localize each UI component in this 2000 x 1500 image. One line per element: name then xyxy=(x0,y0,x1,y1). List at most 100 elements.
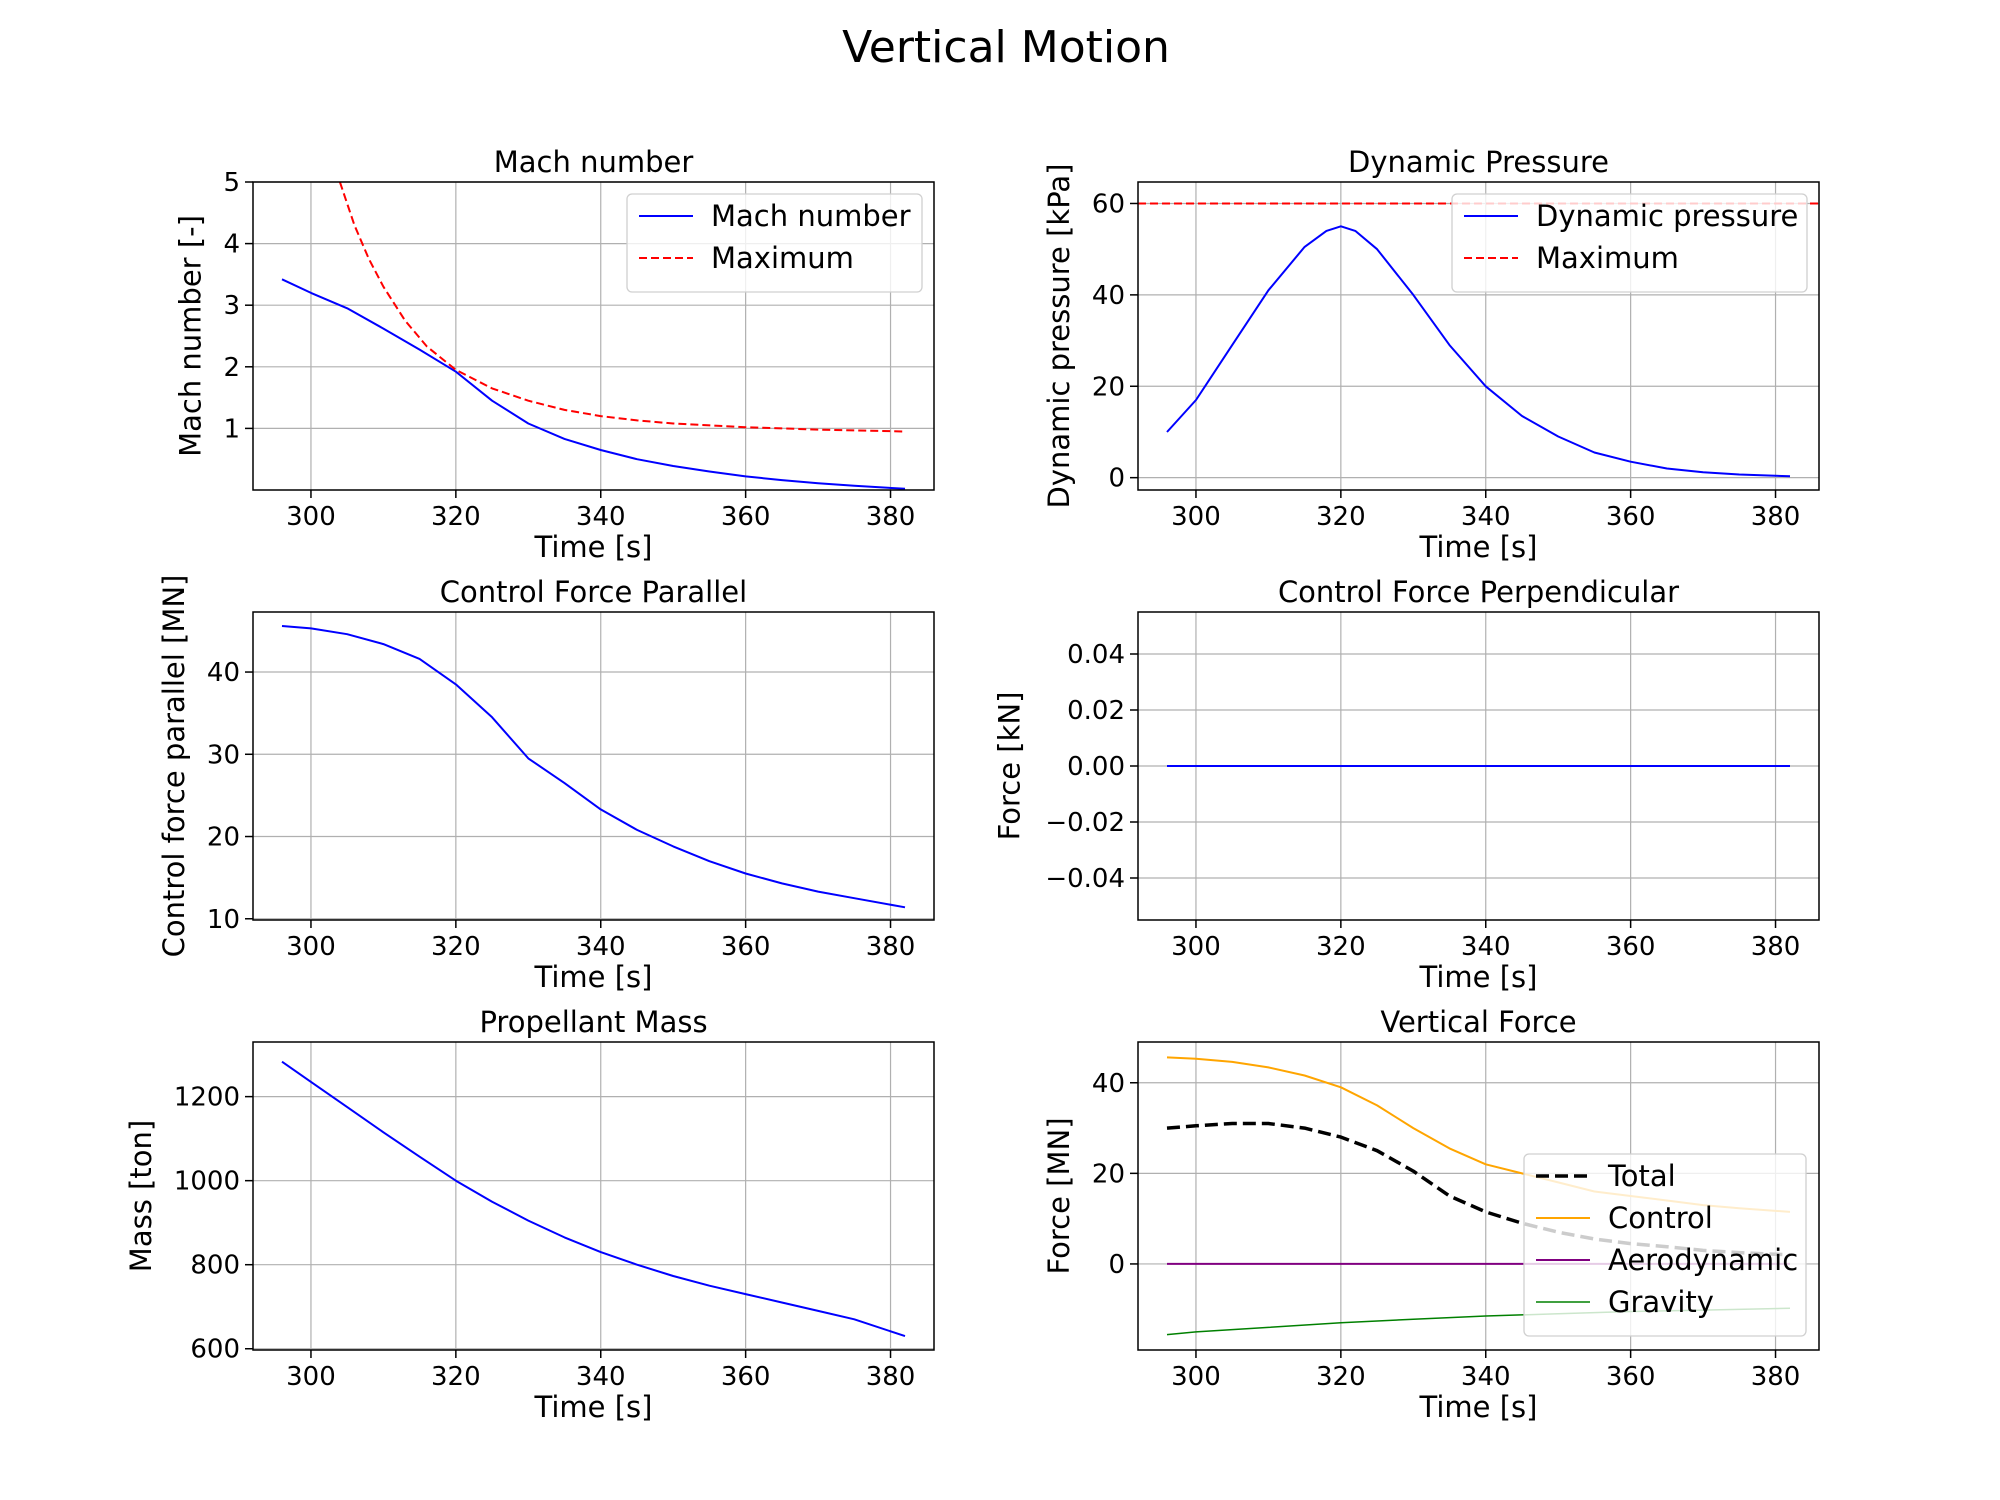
legend-label-maximum: Maximum xyxy=(1536,241,1679,275)
y-tick-label: 0.00 xyxy=(1067,752,1125,782)
x-axis-label: Time [s] xyxy=(1419,960,1538,994)
series-line-control-force-parallel xyxy=(281,625,906,909)
y-tick-label: 1200 xyxy=(174,1083,240,1113)
y-tick-label: 4 xyxy=(223,230,240,260)
series-line-maximum xyxy=(338,182,906,433)
x-tick-label: 320 xyxy=(1316,1362,1366,1392)
y-tick-label: 0.02 xyxy=(1067,696,1125,726)
x-tick-label: 340 xyxy=(1461,502,1511,532)
y-tick-label: 20 xyxy=(1092,1159,1125,1189)
x-tick-label: 380 xyxy=(1751,1362,1801,1392)
y-tick-label: 60 xyxy=(1092,189,1125,219)
chart-panel-vertical-force: 300 320 340 360 380 0 20 40 Vertical Force Time [… xyxy=(1042,1005,1820,1424)
x-tick-label: 340 xyxy=(1461,932,1511,962)
chart-title: Propellant Mass xyxy=(479,1005,707,1039)
x-tick-label: 380 xyxy=(1751,502,1801,532)
legend-label-maximum: Maximum xyxy=(711,241,854,275)
y-tick-label: 5 xyxy=(223,168,240,198)
series-line-mach-number xyxy=(281,278,906,490)
x-tick-label: 380 xyxy=(866,932,916,962)
y-tick-label: 1 xyxy=(223,414,240,444)
x-axis-label: Time [s] xyxy=(1419,1390,1538,1424)
y-tick-label: −0.02 xyxy=(1045,808,1125,838)
legend-label-aerodynamic: Aerodynamic xyxy=(1608,1243,1798,1277)
x-tick-label: 360 xyxy=(1606,502,1656,532)
axes-frame xyxy=(252,181,935,491)
x-tick-label: 340 xyxy=(576,1362,626,1392)
y-tick-label: 10 xyxy=(207,905,240,935)
y-axis-label: Mach number [-] xyxy=(174,215,208,457)
x-tick-label: 360 xyxy=(721,1362,771,1392)
legend-box xyxy=(626,193,923,293)
legend-label-total: Total xyxy=(1607,1159,1676,1193)
legend-label-control: Control xyxy=(1608,1201,1713,1235)
x-tick-label: 360 xyxy=(1606,932,1656,962)
x-tick-label: 340 xyxy=(576,502,626,532)
legend: Total Control Aerodynamic Gravity xyxy=(1523,1153,1807,1337)
x-tick-label: 300 xyxy=(286,932,336,962)
y-axis-label: Force [MN] xyxy=(1042,1117,1076,1274)
y-tick-label: 20 xyxy=(1092,372,1125,402)
y-tick-label: −0.04 xyxy=(1045,864,1125,894)
x-tick-label: 360 xyxy=(721,932,771,962)
series-group xyxy=(281,182,906,490)
chart-panel-control-force-parallel: 300 320 340 360 380 10 20 30 40 Control Force Par… xyxy=(157,575,935,994)
legend: Dynamic pressure Maximum xyxy=(1451,193,1808,293)
x-tick-label: 300 xyxy=(1171,1362,1221,1392)
chart-title: Vertical Force xyxy=(1380,1005,1576,1039)
x-tick-label: 320 xyxy=(431,932,481,962)
x-tick-label: 380 xyxy=(866,1362,916,1392)
chart-panel-propellant-mass: 300 320 340 360 380 600 800 1000 1200 Propellant … xyxy=(124,1005,935,1424)
chart-panel-dynamic-pressure: 300 320 340 360 380 0 20 40 60 Dynamic Pressure Ti… xyxy=(1042,145,1820,564)
x-tick-label: 340 xyxy=(576,932,626,962)
y-tick-label: 1000 xyxy=(174,1167,240,1197)
x-tick-label: 360 xyxy=(1606,1362,1656,1392)
x-tick-label: 320 xyxy=(431,1362,481,1392)
chart-title: Dynamic Pressure xyxy=(1348,145,1609,179)
x-tick-label: 300 xyxy=(1171,502,1221,532)
legend-box xyxy=(1523,1153,1807,1337)
x-tick-label: 300 xyxy=(286,1362,336,1392)
y-tick-label: 0 xyxy=(1108,1250,1125,1280)
y-tick-label: 20 xyxy=(207,823,240,853)
legend-label-dynamic-pressure: Dynamic pressure xyxy=(1536,199,1798,233)
x-tick-label: 300 xyxy=(286,502,336,532)
x-axis-label: Time [s] xyxy=(534,960,653,994)
y-tick-label: 30 xyxy=(207,740,240,770)
x-tick-label: 320 xyxy=(1316,932,1366,962)
chart-title: Mach number xyxy=(494,145,694,179)
series-line-total xyxy=(1166,1121,1791,1257)
y-tick-label: 3 xyxy=(223,291,240,321)
y-axis-label: Control force parallel [MN] xyxy=(157,575,191,958)
series-line-propellant-mass xyxy=(281,1060,906,1338)
axes-frame xyxy=(252,611,935,921)
legend-label-gravity: Gravity xyxy=(1608,1285,1714,1319)
x-axis-label: Time [s] xyxy=(534,1390,653,1424)
x-tick-label: 340 xyxy=(1461,1362,1511,1392)
x-tick-label: 300 xyxy=(1171,932,1221,962)
y-tick-label: 40 xyxy=(1092,1069,1125,1099)
x-tick-label: 360 xyxy=(721,502,771,532)
legend: Mach number Maximum xyxy=(626,193,923,293)
legend-box xyxy=(1451,193,1808,293)
y-tick-label: 0.04 xyxy=(1067,640,1125,670)
series-group xyxy=(281,1060,906,1338)
y-tick-label: 0 xyxy=(1108,464,1125,494)
x-tick-label: 320 xyxy=(1316,502,1366,532)
x-tick-label: 320 xyxy=(431,502,481,532)
x-tick-label: 380 xyxy=(866,502,916,532)
legend-label-mach-number: Mach number xyxy=(711,199,911,233)
chart-title: Control Force Perpendicular xyxy=(1278,575,1679,609)
y-tick-label: 600 xyxy=(190,1335,240,1365)
series-line-dynamic-pressure xyxy=(1166,225,1791,478)
y-tick-label: 800 xyxy=(190,1251,240,1281)
chart-panel-mach-number: 300 320 340 360 380 1 2 3 4 5 Mach number Time [s] M… xyxy=(174,145,935,564)
chart-title: Control Force Parallel xyxy=(440,575,747,609)
figure-title: Vertical Motion xyxy=(842,22,1170,73)
y-axis-label: Mass [ton] xyxy=(124,1120,158,1272)
series-group xyxy=(281,625,906,909)
y-tick-label: 2 xyxy=(223,353,240,383)
y-axis-label: Dynamic pressure [kPa] xyxy=(1042,164,1076,509)
